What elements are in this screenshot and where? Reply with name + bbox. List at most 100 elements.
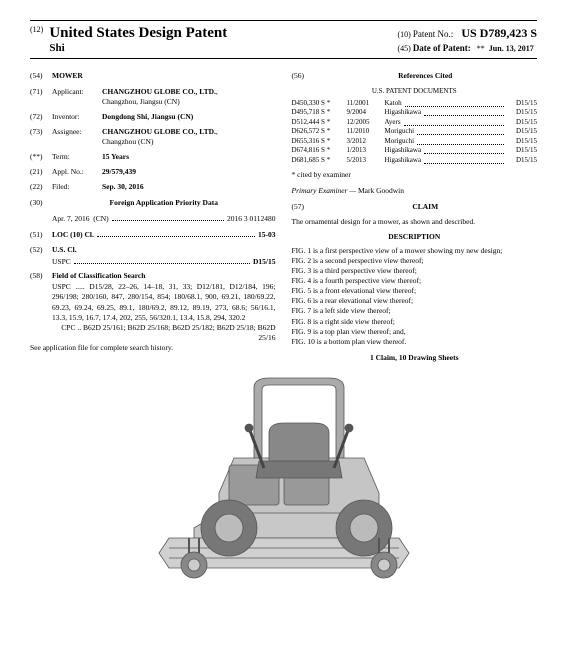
uspc-search: USPC ..... D15/28, 22–26, 14–18, 31, 33;…: [30, 282, 276, 323]
patent-date-row: (45) Date of Patent: ** Jun. 13, 2017: [397, 42, 537, 55]
header-title: United States Design Patent: [49, 25, 227, 42]
label-52: U.S. Cl.: [52, 245, 77, 255]
label-58: Field of Classification Search: [52, 271, 145, 281]
label-71: Applicant:: [52, 87, 102, 107]
label-21: Appl. No.:: [52, 167, 102, 177]
num-57: (57): [292, 202, 314, 212]
val-22: Sep. 30, 2016: [102, 182, 276, 192]
field-57: (57) CLAIM: [292, 202, 538, 212]
label-51: LOC (10) Cl.: [52, 230, 94, 240]
header-left: (12) United States Design Patent Shi: [30, 25, 227, 54]
val-term: 15 Years: [102, 152, 276, 162]
num-73: (73): [30, 127, 52, 147]
examiner-label: Primary Examiner —: [292, 186, 357, 195]
priority-date: Apr. 7, 2016: [52, 214, 90, 224]
right-column: (56) References Cited U.S. PATENT DOCUME…: [292, 71, 538, 363]
num-52: (52): [30, 245, 52, 255]
refs-table: D450,330 S *11/2001KatohD15/15D495,718 S…: [292, 99, 538, 165]
ref-row: D450,330 S *11/2001KatohD15/15: [292, 99, 538, 108]
ref-row: D655,316 S *3/2012MoriguchiD15/15: [292, 137, 538, 146]
ref-row: D626,572 S *11/2010MoriguchiD15/15: [292, 127, 538, 136]
examiner-row: Primary Examiner — Mark Goodwin: [292, 186, 538, 196]
num-51: (51): [30, 230, 52, 240]
label-56: References Cited: [314, 71, 538, 81]
title-54: MOWER: [52, 71, 83, 81]
field-52-sub: USPC D15/15: [30, 256, 276, 267]
header-num-12: (12): [30, 25, 43, 35]
patent-header: (12) United States Design Patent Shi (10…: [30, 20, 537, 59]
examiner-name: Mark Goodwin: [358, 186, 404, 195]
assignee-name: CHANGZHOU GLOBE CO., LTD.: [102, 127, 216, 136]
dots-icon: [74, 256, 250, 264]
date-star: **: [477, 44, 485, 53]
field-51: (51) LOC (10) Cl. 15-03: [30, 229, 276, 240]
header-inventor-line: Shi: [49, 42, 227, 54]
applicant-loc: Changzhou, Jiangsu (CN): [102, 97, 180, 106]
assignee-loc: Changzhou (CN): [102, 137, 153, 146]
drawing-figure: [30, 373, 537, 585]
field-term: (**) Term: 15 Years: [30, 152, 276, 162]
num-72: (72): [30, 112, 52, 122]
num-30: (30): [30, 198, 52, 208]
priority-country: (CN): [93, 214, 108, 224]
label-57: CLAIM: [314, 202, 538, 212]
field-30: (30) Foreign Application Priority Data: [30, 198, 276, 208]
label-30: Foreign Application Priority Data: [52, 198, 276, 208]
field-52: (52) U.S. Cl.: [30, 245, 276, 255]
cpc-search: CPC .. B62D 25/161; B62D 25/168; B62D 25…: [30, 323, 276, 343]
fig-desc: FIG. 7 is a left side view thereof;: [292, 306, 538, 316]
priority-appno: 2016 3 0112480: [227, 214, 275, 224]
search-note: See application file for complete search…: [30, 343, 276, 353]
ref-row: D674,816 S *1/2013HigashikawaD15/15: [292, 146, 538, 155]
fig-desc: FIG. 2 is a second perspective view ther…: [292, 256, 538, 266]
applicant-name: CHANGZHOU GLOBE CO., LTD.: [102, 87, 216, 96]
field-71: (71) Applicant: CHANGZHOU GLOBE CO., LTD…: [30, 87, 276, 107]
val-73: CHANGZHOU GLOBE CO., LTD., Changzhou (CN…: [102, 127, 276, 147]
date-label: Date of Patent:: [413, 43, 471, 53]
num-21: (21): [30, 167, 52, 177]
fig-desc: FIG. 6 is a rear elevational view thereo…: [292, 296, 538, 306]
field-73: (73) Assignee: CHANGZHOU GLOBE CO., LTD.…: [30, 127, 276, 147]
label-73: Assignee:: [52, 127, 102, 147]
priority-row: Apr. 7, 2016 (CN) 2016 3 0112480: [30, 213, 276, 224]
val-72: Dongdong Shi, Jiangsu (CN): [102, 112, 276, 122]
refs-title: U.S. PATENT DOCUMENTS: [292, 87, 538, 96]
num-term: (**): [30, 152, 52, 162]
fig-desc: FIG. 5 is a front elevational view there…: [292, 286, 538, 296]
field-56: (56) References Cited: [292, 71, 538, 81]
patent-no-row: (10) Patent No.: US D789,423 S: [397, 25, 537, 42]
label-72: Inventor:: [52, 112, 102, 122]
field-58: (58) Field of Classification Search: [30, 271, 276, 281]
val-21: 29/579,439: [102, 167, 276, 177]
num-58: (58): [30, 271, 52, 281]
ref-row: D681,685 S *5/2013HigashikawaD15/15: [292, 156, 538, 165]
val-52: D15/15: [253, 257, 276, 267]
field-72: (72) Inventor: Dongdong Shi, Jiangsu (CN…: [30, 112, 276, 122]
num-71: (71): [30, 87, 52, 107]
header-title-block: United States Design Patent Shi: [49, 25, 227, 54]
num-54: (54): [30, 71, 52, 81]
claim-text: The ornamental design for a mower, as sh…: [292, 217, 538, 227]
num-56: (56): [292, 71, 314, 81]
desc-title: DESCRIPTION: [292, 232, 538, 242]
num-22: (22): [30, 182, 52, 192]
header-right: (10) Patent No.: US D789,423 S (45) Date…: [397, 25, 537, 54]
figs-list: FIG. 1 is a first perspective view of a …: [292, 246, 538, 347]
num-45: (45): [397, 44, 410, 53]
label-term: Term:: [52, 152, 102, 162]
fig-desc: FIG. 10 is a bottom plan view thereof.: [292, 337, 538, 347]
field-22: (22) Filed: Sep. 30, 2016: [30, 182, 276, 192]
field-54: (54) MOWER: [30, 71, 276, 81]
fig-desc: FIG. 4 is a fourth perspective view ther…: [292, 276, 538, 286]
label-22: Filed:: [52, 182, 102, 192]
fig-desc: FIG. 8 is a right side view thereof;: [292, 317, 538, 327]
dots-icon: [112, 213, 224, 221]
fig-desc: FIG. 9 is a top plan view thereof; and,: [292, 327, 538, 337]
val-71: CHANGZHOU GLOBE CO., LTD., Changzhou, Ji…: [102, 87, 276, 107]
ref-row: D512,444 S *12/2005AyersD15/15: [292, 118, 538, 127]
val-51: 15-03: [258, 230, 276, 240]
num-10: (10): [397, 30, 410, 39]
fig-desc: FIG. 1 is a first perspective view of a …: [292, 246, 538, 256]
uspc-label: USPC: [52, 257, 71, 267]
fig-desc: FIG. 3 is a third perspective view there…: [292, 266, 538, 276]
